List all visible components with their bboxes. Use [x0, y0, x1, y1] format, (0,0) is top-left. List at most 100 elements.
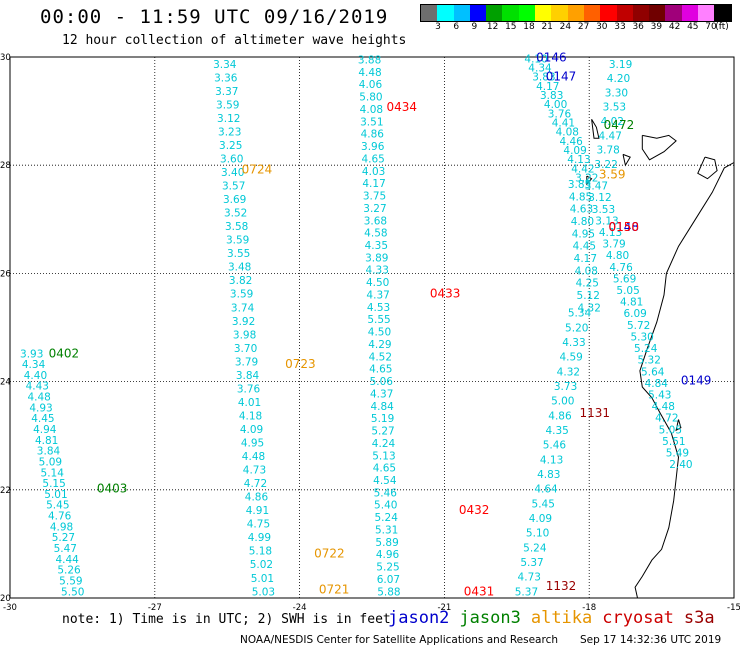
- wave-height-value: 5.19: [371, 413, 394, 425]
- wave-height-value: 5.25: [376, 562, 399, 574]
- pass-label: 0147: [546, 69, 577, 83]
- wave-height-value: 4.99: [248, 532, 271, 544]
- wave-height-value: 4.81: [620, 297, 643, 309]
- wave-height-value: 4.81: [35, 435, 58, 447]
- wave-height-value: 5.51: [662, 436, 685, 448]
- wave-height-value: 5.20: [565, 322, 588, 334]
- wave-height-value: 4.50: [368, 327, 391, 339]
- wave-height-value: 3.70: [234, 343, 257, 355]
- pass-label: 0721: [319, 583, 350, 597]
- wave-height-value: 3.59: [226, 235, 249, 247]
- wave-height-value: 5.64: [641, 366, 665, 378]
- wave-height-value: 4.47: [599, 130, 622, 142]
- island-outline: [697, 156, 718, 180]
- colorbar: [420, 4, 732, 22]
- colorbar-label: 15: [505, 22, 517, 32]
- colorbar-swatch: [551, 5, 568, 21]
- colorbar-swatch: [421, 5, 438, 21]
- wave-height-value: 3.40: [221, 167, 244, 179]
- wave-height-value: 4.32: [557, 366, 580, 378]
- wave-height-value: 5.43: [648, 390, 671, 402]
- y-tick-label: 24: [0, 378, 11, 388]
- wave-height-value: 5.59: [59, 575, 82, 587]
- wave-height-value: 3.53: [592, 204, 615, 216]
- wave-height-value: 3.79: [235, 356, 258, 368]
- wave-height-value: 4.37: [370, 388, 393, 400]
- x-tick-label: -18: [582, 603, 596, 613]
- y-tick-label: 20: [0, 594, 11, 604]
- wave-height-value: 4.09: [240, 424, 263, 436]
- wave-height-value: 4.91: [246, 505, 269, 517]
- colorbar-label: 70: [705, 22, 717, 32]
- footer-timestamp: Sep 17 14:32:36 UTC 2019: [580, 634, 722, 646]
- x-tick-label: -24: [293, 603, 307, 613]
- wave-height-value: 5.50: [61, 586, 84, 598]
- colorbar-label: 18: [523, 22, 535, 32]
- colorbar-swatch: [469, 5, 487, 21]
- wave-height-value: 5.12: [577, 290, 600, 302]
- colorbar-label: 33: [614, 22, 626, 32]
- wave-height-value: 5.18: [249, 546, 272, 558]
- wave-height-value: 3.19: [609, 59, 632, 71]
- colorbar-label: 6: [453, 22, 460, 32]
- colorbar-swatch: [583, 5, 601, 21]
- pass-label: 0402: [49, 346, 80, 360]
- legend-entry: jason2: [388, 608, 450, 628]
- wave-height-value: 5.46: [543, 440, 567, 452]
- pass-label: 1131: [580, 406, 611, 420]
- wave-height-value: 3.13: [595, 215, 618, 227]
- wave-height-value: 3.52: [224, 208, 247, 220]
- wave-height-value: 3.96: [361, 141, 385, 153]
- wave-height-value: 4.83: [537, 469, 560, 481]
- wave-height-value: 5.89: [375, 537, 398, 549]
- wave-height-value: 5.46: [374, 487, 398, 499]
- wave-height-value: 4.86: [361, 129, 385, 141]
- wave-height-value: 4.95: [241, 438, 264, 450]
- wave-height-value: 4.75: [247, 519, 270, 531]
- wave-height-value: 5.05: [659, 424, 682, 436]
- wave-height-value: 4.63: [570, 204, 593, 216]
- wave-height-value: 5.49: [666, 448, 689, 460]
- wave-height-value: 5.03: [252, 586, 275, 598]
- wave-height-value: 4.08: [575, 265, 598, 277]
- pass-label: 0724: [242, 162, 273, 176]
- wave-height-value: 5.45: [46, 500, 69, 512]
- pass-label: 0146: [536, 50, 567, 64]
- wave-height-value: 4.45: [31, 413, 54, 425]
- wave-height-value: 4.93: [29, 402, 52, 414]
- wave-height-value: 3.89: [365, 252, 388, 264]
- wave-height-value: 3.88: [358, 54, 381, 66]
- wave-height-value: 3.98: [233, 329, 256, 341]
- wave-height-value: 4.08: [360, 104, 383, 116]
- x-tick-label: -27: [148, 603, 162, 613]
- wave-height-value: 5.02: [250, 559, 273, 571]
- wave-height-value: 4.40: [24, 370, 47, 382]
- wave-height-value: 3.55: [227, 248, 250, 260]
- wave-height-value: 3.47: [585, 181, 608, 193]
- grid: [9, 56, 735, 599]
- wave-height-value: 5.47: [54, 543, 77, 555]
- island-outline: [586, 175, 593, 186]
- wave-height-value: 3.23: [218, 126, 241, 138]
- wave-height-value: 3.12: [217, 113, 240, 125]
- colorbar-swatch: [453, 5, 470, 21]
- wave-height-value: 5.30: [630, 331, 653, 343]
- pass-label: 0432: [459, 503, 490, 517]
- wave-height-value: 3.76: [237, 383, 261, 395]
- legend-entry: cryosat: [602, 608, 674, 628]
- island-outline: [675, 419, 682, 432]
- y-tick-label: 22: [0, 486, 11, 496]
- colorbar-label: 45: [687, 22, 699, 32]
- pass-label: 0148: [609, 220, 640, 234]
- wave-height-value: 3.58: [225, 221, 248, 233]
- pass-label: 0149: [681, 373, 712, 387]
- wave-height-value: 3.27: [363, 203, 386, 215]
- wave-height-value: 3.30: [605, 87, 628, 99]
- wave-height-value: 4.59: [559, 352, 582, 364]
- wave-height-value: 5.13: [372, 450, 395, 462]
- wave-height-value: 4.18: [239, 410, 262, 422]
- wave-height-value: 4.76: [48, 511, 72, 523]
- wave-height-value: 3.85: [568, 179, 591, 191]
- wave-height-value: 3.84: [236, 370, 260, 382]
